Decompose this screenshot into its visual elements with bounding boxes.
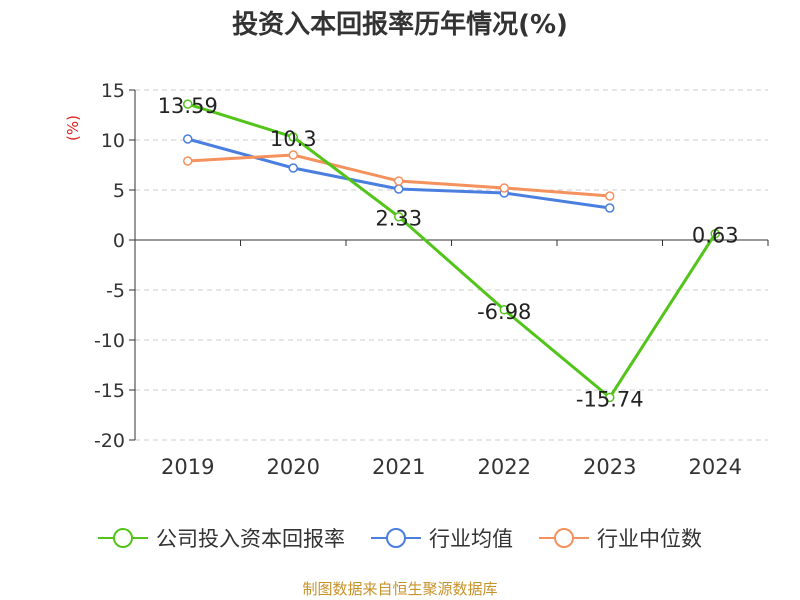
data-point bbox=[183, 99, 193, 109]
y-tick-label: -5 bbox=[106, 280, 125, 302]
data-point bbox=[183, 156, 193, 166]
source-note: 制图数据来自恒生聚源数据库 bbox=[302, 580, 498, 598]
series bbox=[183, 99, 720, 403]
data-point bbox=[288, 150, 298, 160]
data-point bbox=[605, 392, 615, 403]
x-tick-label: 2023 bbox=[583, 455, 636, 479]
y-tick-label: 15 bbox=[101, 80, 125, 102]
data-label: 0.63 bbox=[692, 224, 739, 248]
data-label: 2.33 bbox=[375, 207, 422, 231]
legend-label: 公司投入资本回报率 bbox=[156, 527, 345, 551]
x-tick-label: 2020 bbox=[267, 455, 320, 479]
y-tick-label: -10 bbox=[94, 330, 125, 352]
data-point bbox=[288, 132, 298, 142]
legend-swatch-icon bbox=[98, 528, 148, 548]
data-point bbox=[605, 203, 615, 213]
legend-label: 行业中位数 bbox=[597, 527, 702, 551]
y-axis-label: (%) bbox=[64, 115, 82, 141]
data-labels: 13.59 10.3 2.33 -6.98 -15.74 0.63 bbox=[158, 94, 739, 411]
y-tick-label: -20 bbox=[94, 430, 125, 452]
data-point bbox=[183, 134, 193, 144]
data-label: 10.3 bbox=[270, 127, 317, 151]
series-line-1 bbox=[187, 137, 610, 210]
data-point bbox=[394, 184, 404, 194]
y-tick-label: -15 bbox=[94, 380, 125, 402]
chart-title: 投资入本回报率历年情况(%) bbox=[232, 10, 568, 40]
data-point bbox=[288, 163, 298, 173]
x-tick-label: 2024 bbox=[689, 455, 742, 479]
y-tick-label: 5 bbox=[113, 180, 125, 202]
x-tick-label: 2019 bbox=[161, 455, 214, 479]
legend-item[interactable]: 公司投入资本回报率 bbox=[98, 523, 345, 553]
data-label: 13.59 bbox=[158, 94, 218, 118]
y-tick-label: 0 bbox=[113, 230, 125, 252]
legend-swatch-icon bbox=[371, 528, 421, 548]
legend: 公司投入资本回报率 行业均值 行业中位数 bbox=[0, 520, 800, 556]
legend-item[interactable]: 行业均值 bbox=[371, 523, 513, 553]
data-point bbox=[394, 211, 404, 222]
legend-item[interactable]: 行业中位数 bbox=[539, 523, 702, 553]
data-point bbox=[710, 228, 720, 239]
data-point bbox=[394, 176, 404, 186]
x-tick-label: 2021 bbox=[372, 455, 425, 479]
data-point bbox=[499, 305, 509, 315]
data-label: -15.74 bbox=[576, 387, 644, 411]
series-line-0 bbox=[187, 102, 717, 399]
data-label: -6.98 bbox=[477, 300, 531, 324]
x-tick-label: 2022 bbox=[478, 455, 531, 479]
data-point bbox=[499, 183, 509, 193]
y-tick-label: 10 bbox=[101, 130, 125, 152]
legend-label: 行业均值 bbox=[429, 527, 513, 551]
legend-swatch-icon bbox=[539, 528, 589, 548]
axes: 15 10 5 0 -5 -10 -15 -20 (%) 2019 2020 2021 2022 2023… bbox=[64, 80, 769, 479]
data-point bbox=[605, 191, 615, 201]
